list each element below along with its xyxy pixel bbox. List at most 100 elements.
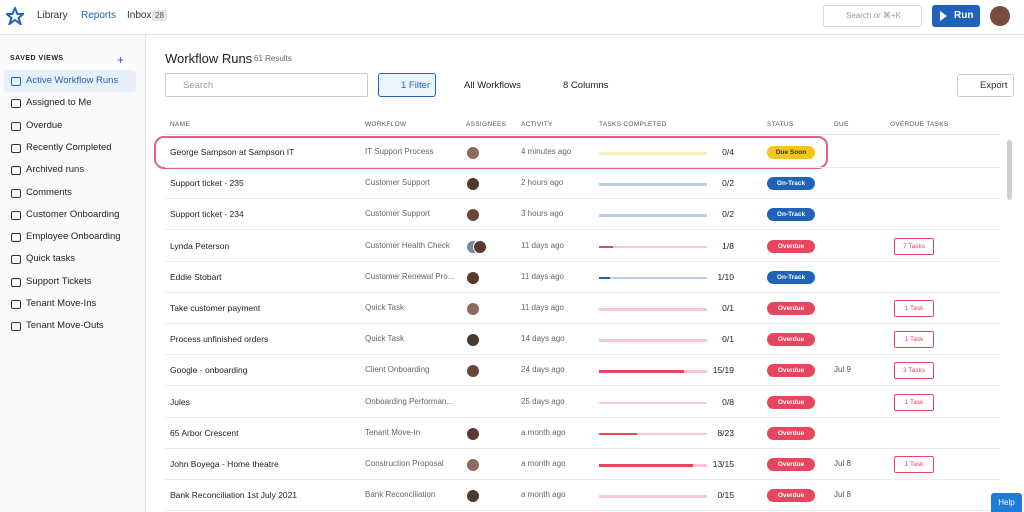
status-badge[interactable]: Overdue	[767, 302, 815, 315]
tasks-count: 8/23	[717, 427, 734, 438]
status-badge[interactable]: On-Track	[767, 208, 815, 222]
column-header[interactable]: STATUS	[767, 121, 794, 128]
nav-link[interactable]: Inbox	[127, 10, 152, 21]
workflow-name[interactable]: Customer Renewal Pro...	[365, 271, 455, 281]
assignee-avatar	[466, 208, 480, 223]
search-box[interactable]	[823, 5, 922, 27]
run-label[interactable]: Run	[954, 10, 974, 21]
run-name[interactable]: Support ticket - 235	[170, 178, 244, 189]
status-badge[interactable]: Overdue	[767, 333, 815, 347]
row-line	[165, 198, 1000, 200]
workflow-name[interactable]: Construction Proposal	[365, 459, 444, 468]
column-header[interactable]: OVERDUE TASKS	[890, 121, 949, 128]
view-item[interactable]: Comments	[26, 186, 72, 198]
workflows-dropdown[interactable]: All Workflows	[464, 80, 521, 91]
help-button[interactable]: Help	[991, 493, 1022, 512]
run-name[interactable]: Bank Reconciliation 1st July 2021	[170, 490, 298, 501]
overdue-tasks[interactable]: 1 Task	[894, 456, 934, 473]
progress-track	[599, 308, 707, 311]
logo[interactable]	[6, 7, 24, 25]
header-line	[165, 134, 1000, 135]
nav-link[interactable]: Library	[37, 10, 68, 21]
progress-fill	[599, 370, 685, 373]
status-badge[interactable]: Overdue	[767, 426, 815, 440]
filter-label[interactable]: 1 Filter	[401, 80, 431, 91]
overdue-tasks[interactable]: 7 Tasks	[894, 237, 934, 255]
view-item[interactable]: Quick tasks	[26, 253, 76, 265]
workflow-name[interactable]: IT Support Process	[365, 147, 434, 156]
columns-dropdown[interactable]: 8 Columns	[563, 80, 609, 91]
column-header[interactable]: ACTIVITY	[521, 121, 553, 128]
status-badge[interactable]: Overdue	[767, 489, 815, 503]
status-badge[interactable]: On-Track	[767, 177, 815, 191]
page-title: Workflow Runs	[165, 51, 253, 66]
progress-fill	[599, 432, 637, 436]
workflow-name[interactable]: Tenant Move-In	[365, 427, 421, 437]
workflow-name[interactable]: Client Onboarding	[365, 365, 430, 375]
workflow-name[interactable]: Quick Task	[365, 334, 404, 344]
column-header[interactable]: ASSIGNEES	[466, 121, 507, 128]
run-name[interactable]: Lynda Peterson	[170, 240, 230, 251]
column-header[interactable]: TASKS COMPLETED	[599, 121, 667, 128]
column-header[interactable]: WORKFLOW	[365, 121, 407, 128]
view-item[interactable]: Recently Completed	[26, 141, 112, 153]
column-header[interactable]: DUE	[834, 121, 849, 128]
filter-button[interactable]	[378, 73, 436, 97]
view-item[interactable]: Employee Onboarding	[26, 231, 121, 243]
progress-fill	[599, 464, 693, 467]
workflow-name[interactable]: Customer Support	[365, 178, 430, 188]
workflow-name[interactable]: Onboarding Performan...	[365, 396, 454, 406]
run-name[interactable]: George Sampson at Sampson IT	[170, 147, 295, 157]
workflow-name[interactable]: Customer Health Check	[365, 240, 450, 250]
view-item[interactable]: Assigned to Me	[26, 97, 92, 109]
status-badge[interactable]: On-Track	[767, 270, 815, 284]
progress-track	[599, 183, 707, 186]
run-name[interactable]: Take customer payment	[170, 303, 261, 313]
user-avatar[interactable]	[990, 6, 1010, 26]
tasks-count: 0/4	[722, 147, 734, 157]
search-input[interactable]	[165, 73, 368, 97]
status-badge[interactable]: Overdue	[767, 395, 815, 409]
overdue-tasks[interactable]: 1 Task	[894, 331, 934, 349]
view-item[interactable]: Archived runs	[26, 164, 85, 176]
overdue-tasks[interactable]: 3 Tasks	[894, 362, 934, 380]
column-header[interactable]: NAME	[170, 121, 190, 128]
run-icon[interactable]	[940, 11, 947, 21]
activity: 11 days ago	[521, 303, 564, 312]
nav-link[interactable]: Reports	[81, 10, 117, 21]
run-name[interactable]: John Boyega - Home theatre	[170, 459, 279, 469]
overdue-tasks[interactable]: 1 Task	[894, 300, 934, 317]
view-item[interactable]: Customer Onboarding	[26, 208, 120, 220]
workflow-name[interactable]: Quick Task	[365, 303, 404, 312]
overdue-tasks[interactable]: 1 Task	[894, 393, 934, 411]
workflow-name[interactable]: Customer Support	[365, 209, 430, 219]
status-badge[interactable]: Due Soon	[767, 146, 815, 159]
run-name[interactable]: Google - onboarding	[170, 365, 248, 376]
status-badge[interactable]: Overdue	[767, 458, 815, 471]
run-name[interactable]: Support ticket - 234	[170, 209, 244, 220]
export-button[interactable]	[957, 74, 1014, 97]
view-item[interactable]: Tenant Move-Outs	[26, 320, 104, 332]
run-name[interactable]: Jules	[170, 396, 190, 407]
status-badge[interactable]: Overdue	[767, 364, 815, 378]
add-view[interactable]: +	[117, 53, 125, 67]
search-placeholder[interactable]: Search	[183, 80, 214, 91]
scrollbar[interactable]	[1007, 140, 1012, 200]
progress-fill	[599, 245, 613, 249]
search-placeholder[interactable]: Search or ⌘+K	[846, 11, 901, 20]
tasks-count: 0/2	[722, 178, 734, 189]
sidebar-heading: SAVED VIEWS	[10, 55, 64, 62]
view-item[interactable]: Active Workflow Runs	[26, 75, 119, 86]
run-name[interactable]: Eddie Stobart	[170, 271, 222, 282]
view-item[interactable]: Overdue	[26, 119, 63, 131]
row-line	[165, 291, 1000, 293]
view-item[interactable]: Support Tickets	[26, 275, 92, 287]
status-badge[interactable]: Overdue	[767, 239, 815, 253]
run-button[interactable]	[932, 5, 980, 27]
row-line	[165, 229, 1000, 231]
export-label[interactable]: Export	[980, 80, 1008, 91]
run-name[interactable]: Process unfinished orders	[170, 334, 269, 345]
view-item[interactable]: Tenant Move-Ins	[26, 298, 97, 309]
workflow-name[interactable]: Bank Reconciliation	[365, 490, 436, 500]
run-name[interactable]: 65 Arbor Crescent	[170, 427, 239, 438]
